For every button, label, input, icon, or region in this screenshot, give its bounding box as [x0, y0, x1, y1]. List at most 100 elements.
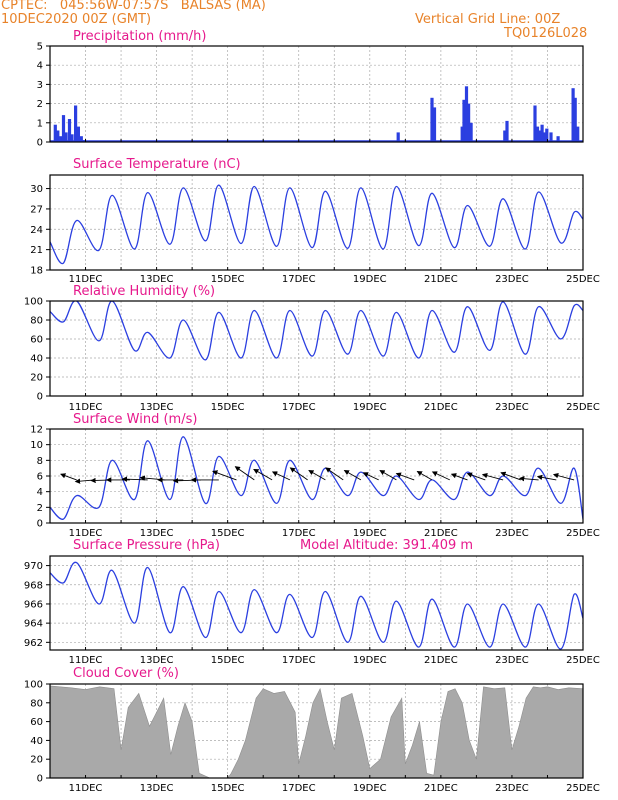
x-tick-label: 21DEC: [424, 274, 458, 285]
y-tick-label: 0: [37, 392, 43, 403]
wind-arrow: [552, 473, 575, 481]
x-tick-label: 21DEC: [424, 402, 458, 413]
panel-title: Surface Wind (m/s): [73, 412, 197, 427]
precip-bar: [56, 130, 60, 142]
series-line: [50, 561, 583, 650]
series: [50, 86, 583, 142]
x-tick-label: 23DEC: [495, 655, 529, 666]
wind-arrow: [212, 470, 237, 481]
x-tick-label: 23DEC: [495, 274, 529, 285]
precip-bar: [396, 132, 400, 142]
y-tick-label: 60: [30, 335, 43, 346]
x-tick-label: 15DEC: [211, 402, 245, 413]
y-tick-label: 4: [37, 61, 43, 72]
x-tick-label: 19DEC: [353, 783, 387, 794]
precip-bar: [535, 126, 540, 142]
precip-bar: [61, 115, 66, 142]
precip-bar: [543, 132, 547, 142]
x-tick-label: 11DEC: [69, 402, 103, 413]
y-tick-label: 40: [30, 354, 43, 365]
wind-arrow: [379, 470, 397, 481]
y-tick-label: 30: [30, 184, 43, 195]
wind-arrow: [343, 470, 362, 481]
y-tick-label: 80: [30, 698, 43, 709]
precip-bar: [432, 107, 437, 142]
precip-bar: [556, 136, 560, 142]
panel-4: Surface Wind (m/s) 0 2 4 6 8 10 12 11DEC 13DEC 15D…: [30, 412, 600, 539]
x-tick-label: 25DEC: [566, 274, 600, 285]
precip-bar: [540, 124, 544, 142]
x-tick-label: 13DEC: [140, 402, 174, 413]
x-tick-label: 19DEC: [353, 274, 387, 285]
y-tick-label: 80: [30, 316, 43, 327]
y-tick-label: 966: [24, 599, 43, 610]
x-tick-label: 11DEC: [69, 528, 103, 539]
grid: [50, 175, 583, 270]
wind-arrow: [481, 473, 504, 481]
precip-bar: [469, 122, 473, 142]
x-tick-label: 19DEC: [353, 655, 387, 666]
wind-arrow: [325, 467, 344, 481]
y-tick-label: 2: [37, 503, 43, 514]
precip-bar: [67, 119, 72, 142]
panel-frame: [49, 555, 584, 651]
y-tick-label: 964: [24, 619, 43, 630]
precip-bar: [430, 97, 434, 142]
x-tick-label: 13DEC: [140, 655, 174, 666]
x-tick-label: 15DEC: [211, 655, 245, 666]
series: [50, 685, 583, 778]
x-tick-label: 17DEC: [282, 402, 316, 413]
panel-title: Cloud Cover (%): [73, 666, 179, 681]
precip-bar: [503, 130, 507, 142]
y-tick-label: 5: [37, 42, 43, 53]
x-tick-label: 11DEC: [69, 274, 103, 285]
y-tick-label: 1: [37, 118, 43, 129]
y-tick-label: 3: [37, 80, 43, 91]
x-tick-label: 23DEC: [495, 783, 529, 794]
series-line: [50, 436, 583, 520]
series: [50, 436, 583, 520]
y-tick-label: 0: [37, 774, 43, 785]
grid: [50, 556, 583, 650]
y-tick-label: 970: [24, 561, 43, 572]
x-tick-label: 21DEC: [424, 528, 458, 539]
wind-arrow: [60, 473, 77, 481]
y-tick-label: 10: [30, 440, 43, 451]
y-tick-label: 40: [30, 736, 43, 747]
precip-bar: [576, 126, 580, 142]
precip-bar: [59, 136, 63, 142]
wind-arrow: [308, 470, 326, 481]
series: [50, 561, 583, 650]
precip-bar: [545, 128, 549, 142]
panel-3: Relative Humidity (%) 0 20 40 60 80 100 11DEC 13…: [24, 284, 600, 413]
cloud-area: [50, 685, 583, 778]
series: [50, 301, 583, 361]
wind-arrow: [253, 468, 273, 481]
x-tick-label: 25DEC: [566, 402, 600, 413]
y-tick-label: 27: [30, 204, 43, 215]
panel-frame: [49, 300, 584, 397]
wind-arrow: [500, 471, 521, 481]
wind-arrow: [362, 472, 379, 481]
x-tick-label: 23DEC: [495, 528, 529, 539]
precip-bar: [464, 86, 469, 142]
y-tick-label: 0: [37, 519, 43, 530]
panel-2: Surface Temperature (nC) 18 21 24 27 30 11DEC 1…: [30, 157, 600, 285]
panel-frame: [49, 174, 584, 271]
precip-bar: [573, 97, 577, 142]
precip-bar: [571, 88, 575, 142]
header-run-date: 10DEC2020 00Z (GMT): [1, 12, 152, 27]
x-tick-label: 13DEC: [140, 274, 174, 285]
precip-bar: [467, 103, 471, 142]
precip-bar: [549, 132, 553, 142]
x-tick-label: 23DEC: [495, 402, 529, 413]
wind-arrow: [271, 471, 291, 481]
y-tick-label: 12: [30, 425, 43, 436]
wind-arrow: [289, 467, 308, 481]
precip-bar: [76, 126, 80, 142]
series: [50, 184, 583, 265]
x-tick-label: 25DEC: [566, 528, 600, 539]
y-tick-label: 968: [24, 580, 43, 591]
header-model-code: TQ0126L028: [504, 26, 588, 41]
